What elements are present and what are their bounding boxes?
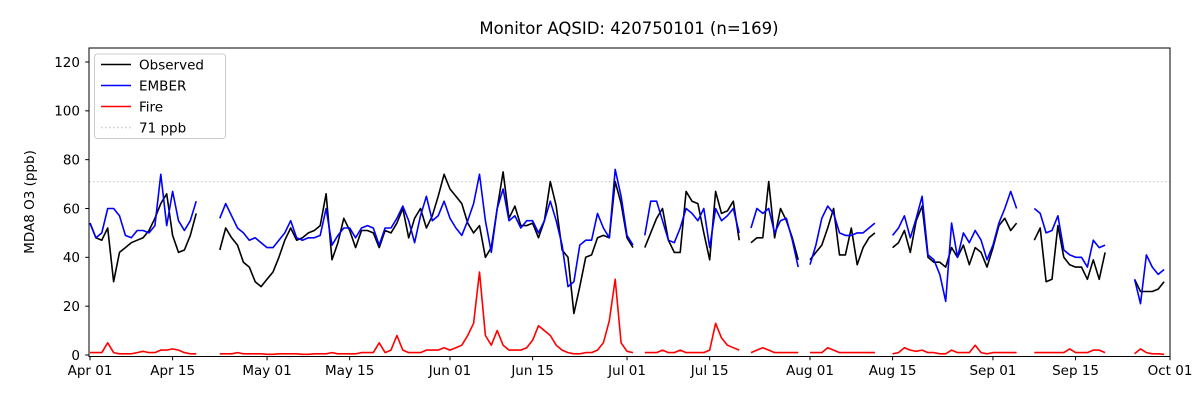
- x-tick-label: Jun 01: [428, 363, 472, 379]
- series-line-ember: [89, 168, 1165, 305]
- x-tick-label: Sep 15: [1052, 363, 1099, 379]
- x-tick-label: Jul 15: [690, 363, 729, 379]
- y-tick-label: 120: [54, 55, 80, 71]
- legend-label-observed: Observed: [139, 57, 204, 73]
- x-tick-label: Jul 01: [607, 363, 646, 379]
- y-axis-ticks: 0 20 40 60 80 100 120: [54, 55, 89, 364]
- x-tick-label: Apr 01: [68, 363, 113, 379]
- y-tick-label: 60: [63, 201, 80, 217]
- plot-border: [88, 47, 1171, 357]
- legend-label-ember: EMBER: [139, 78, 186, 94]
- legend-label-fire: Fire: [139, 99, 163, 115]
- legend-box: [94, 53, 226, 139]
- y-tick-label: 40: [63, 250, 80, 266]
- x-tick-label: May 15: [325, 363, 374, 379]
- legend: Observed EMBER Fire 71 ppb: [94, 53, 226, 139]
- x-tick-label: Sep 01: [969, 363, 1016, 379]
- x-axis-ticks: Apr 01 Apr 15 May 01 May 15 Jun 01 Jun 15 Jul …: [68, 356, 1193, 379]
- y-axis-label: MDA8 O3 (ppb): [22, 150, 38, 254]
- chart-title: Monitor AQSID: 420750101 (n=169): [479, 19, 778, 38]
- y-tick-label: 20: [63, 299, 80, 315]
- x-tick-label: Aug 01: [786, 363, 834, 379]
- x-tick-label: Apr 15: [150, 363, 195, 379]
- y-tick-label: 100: [54, 104, 80, 120]
- x-tick-label: Jun 15: [510, 363, 554, 379]
- x-tick-label: Aug 15: [869, 363, 917, 379]
- series-line-observed: [89, 171, 1165, 315]
- x-tick-label: Oct 01: [1148, 363, 1193, 379]
- series-line-fire: [90, 271, 1165, 356]
- y-tick-label: 0: [71, 348, 80, 364]
- y-tick-label: 80: [63, 152, 80, 168]
- x-tick-label: May 01: [242, 363, 291, 379]
- legend-label-71-ppb: 71 ppb: [139, 120, 186, 136]
- series-group: [89, 168, 1165, 356]
